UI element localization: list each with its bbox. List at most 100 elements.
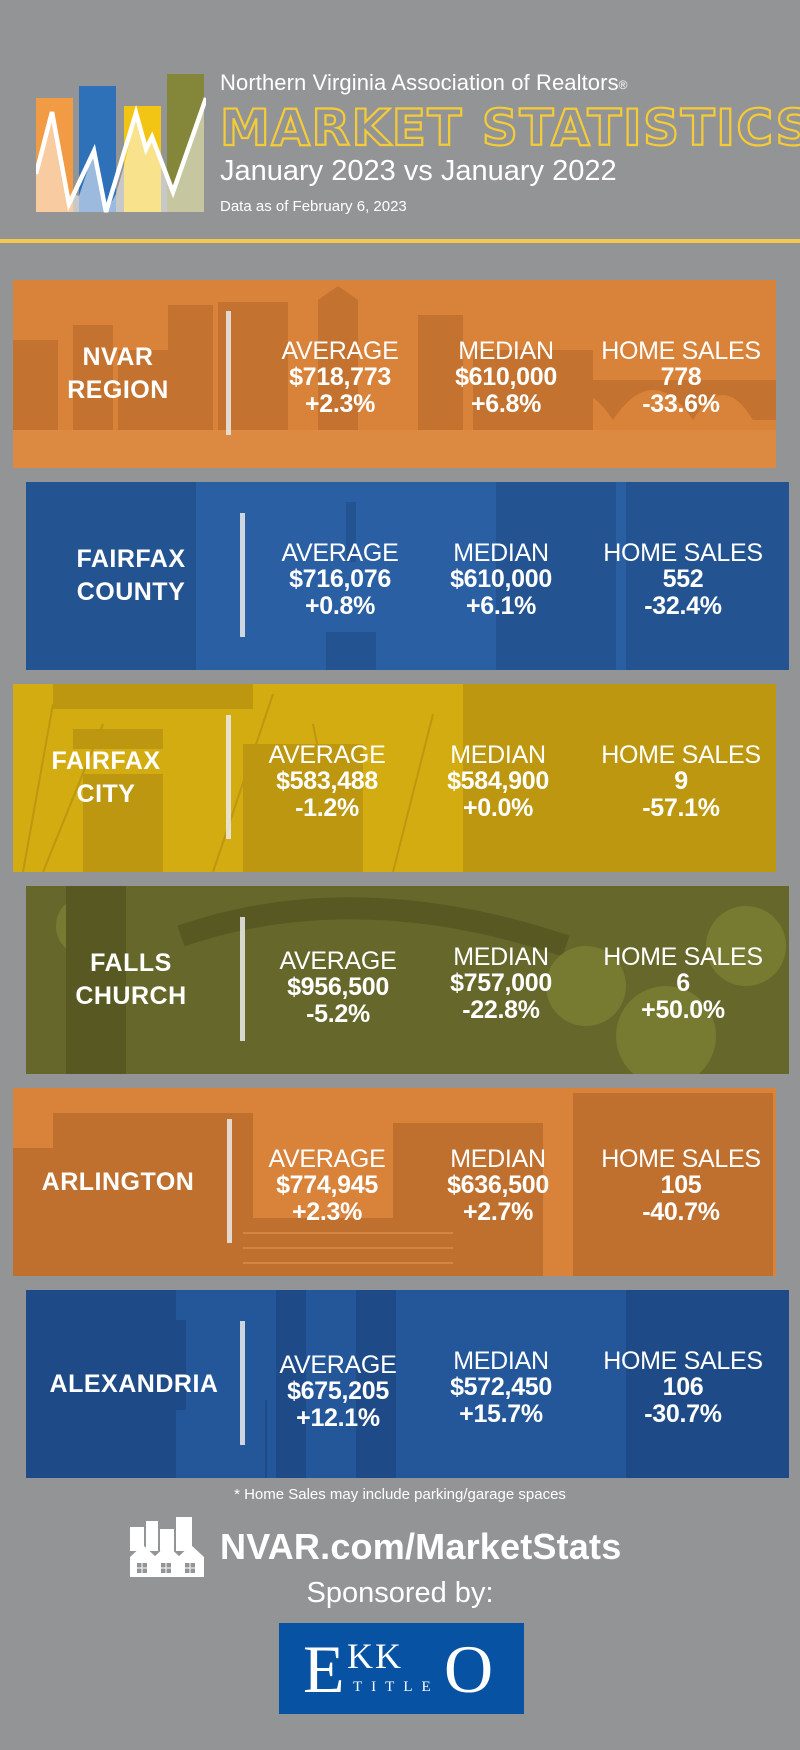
storefront-photo-texture [22,684,776,872]
region-name-line1: ARLINGTON [41,1167,195,1196]
region-panel-arlington: ARLINGTON AVERAGE $774,945 +2.3% MEDIAN … [13,1088,776,1276]
stat-average: AVERAGE $716,076 +0.8% [265,540,415,620]
region-panel-falls-church: FALLS CHURCH AVERAGE $956,500 -5.2% MEDIA… [26,886,789,1074]
stat-label: HOME SALES [601,741,761,769]
stat-label: HOME SALES [603,1347,763,1375]
park-photo-texture [56,886,786,1074]
stat-label: MEDIAN [453,1347,549,1375]
region-name-line1: FALLS [90,949,172,977]
stat-value: $716,076 [289,565,391,593]
sponsored-by-label: Sponsored by: [306,1577,494,1609]
stat-home-sales: HOME SALES 552 -32.4% [598,540,768,620]
region-name-line1: FAIRFAX [76,545,186,573]
stat-change: -33.6% [642,390,720,418]
region-name: ARLINGTON [23,1088,213,1276]
stat-label: HOME SALES [601,337,761,365]
stat-median: MEDIAN $636,500 +2.7% [423,1146,573,1226]
period-subtitle: January 2023 vs January 2022 [220,155,617,187]
stat-average: AVERAGE $583,488 -1.2% [252,742,402,822]
panel-background [26,1290,789,1478]
stat-home-sales: HOME SALES 106 -30.7% [598,1348,768,1428]
stat-value: $572,450 [450,1373,552,1401]
stat-value: 105 [660,1171,702,1199]
stat-median: MEDIAN $572,450 +15.7% [426,1348,576,1428]
city-houses-icon [130,1517,204,1577]
stat-value: 6 [676,969,690,997]
stat-average: AVERAGE $718,773 +2.3% [265,338,415,418]
site-link-row: NVAR.com/MarketStats [128,1517,688,1577]
stat-average: AVERAGE $956,500 -5.2% [263,948,413,1028]
panel-background [26,482,789,670]
region-panel-fairfax-city: FAIRFAX CITY AVERAGE $583,488 -1.2% MEDIA… [13,684,776,872]
highrise-photo-texture [13,1093,773,1276]
stat-change: +15.7% [459,1400,543,1428]
stat-value: $757,000 [450,969,552,997]
stat-change: +2.7% [462,1198,534,1226]
stat-change: -22.8% [462,996,540,1024]
stat-value: $774,945 [276,1171,378,1199]
region-name: FAIRFAX CITY [21,684,191,872]
panel-background [13,1088,776,1276]
header-text: Northern Virginia Association of Realtor… [219,68,800,218]
stat-value: $718,773 [289,363,391,391]
stat-value: $610,000 [455,363,557,391]
stat-home-sales: HOME SALES 9 -57.1% [596,742,766,822]
stat-value: 552 [662,565,704,593]
stat-home-sales: HOME SALES 105 -40.7% [596,1146,766,1226]
org-name: Northern Virginia Association of Realtor… [220,68,790,98]
stat-home-sales: HOME SALES 6 +50.0% [598,944,768,1024]
vertical-divider [227,1119,232,1243]
townhouse-photo-texture [26,1290,789,1478]
stat-value: $956,500 [287,973,389,1001]
stat-change: +0.8% [304,592,376,620]
vertical-divider [226,715,231,839]
vertical-divider [240,917,245,1041]
panel-background [13,684,776,872]
stat-change: -40.7% [642,1198,720,1226]
stat-label: AVERAGE [279,947,397,975]
logo-letters-kk: KK [347,1636,403,1676]
region-name: FAIRFAX COUNTY [46,482,216,670]
stat-change: +50.0% [641,996,725,1024]
stat-label: MEDIAN [450,741,546,769]
region-name: NVAR REGION [33,280,203,468]
logo-letter-e: E [303,1631,345,1707]
data-date: Data as of February 6, 2023 [220,198,407,215]
stat-change: -57.1% [642,794,720,822]
region-name-line2: REGION [67,376,169,404]
stat-change: +2.3% [291,1198,363,1226]
vertical-divider [240,1321,245,1445]
region-name-line2: CHURCH [75,982,187,1010]
stat-change: +0.0% [462,794,534,822]
stat-label: MEDIAN [453,943,549,971]
stat-home-sales: HOME SALES 778 -33.6% [596,338,766,418]
stat-label: AVERAGE [279,1351,397,1379]
vertical-divider [240,513,245,637]
stat-median: MEDIAN $610,000 +6.1% [426,540,576,620]
region-panel-alexandria: ALEXANDRIA AVERAGE $675,205 +12.1% MEDIA… [26,1290,789,1478]
stat-change: +12.1% [296,1404,380,1432]
footnote: * Home Sales may include parking/garage … [234,1486,566,1503]
stat-label: AVERAGE [268,1145,386,1173]
page-title: MARKET STATISTICS [219,99,800,157]
stat-change: -1.2% [295,794,359,822]
region-name-line2: COUNTY [76,578,186,606]
stat-label: HOME SALES [601,1145,761,1173]
stat-value: $584,900 [447,767,549,795]
stat-label: HOME SALES [603,539,763,567]
region-name-line1: FAIRFAX [51,747,161,775]
stat-change: -5.2% [306,1000,370,1028]
stat-change: +6.8% [470,390,542,418]
stat-label: AVERAGE [268,741,386,769]
stat-value: 778 [660,363,702,391]
registered-mark: ® [618,78,628,92]
header-divider [0,239,800,243]
market-stats-link[interactable]: NVAR.com/MarketStats [220,1526,622,1567]
stat-median: MEDIAN $584,900 +0.0% [423,742,573,822]
region-name-line1: ALEXANDRIA [49,1369,219,1398]
logo-letter-o: O [444,1631,494,1707]
stat-value: $583,488 [276,767,378,795]
skyline-photo-texture [13,286,776,468]
vertical-divider [226,311,231,435]
bar-line-chart-icon [36,74,206,213]
